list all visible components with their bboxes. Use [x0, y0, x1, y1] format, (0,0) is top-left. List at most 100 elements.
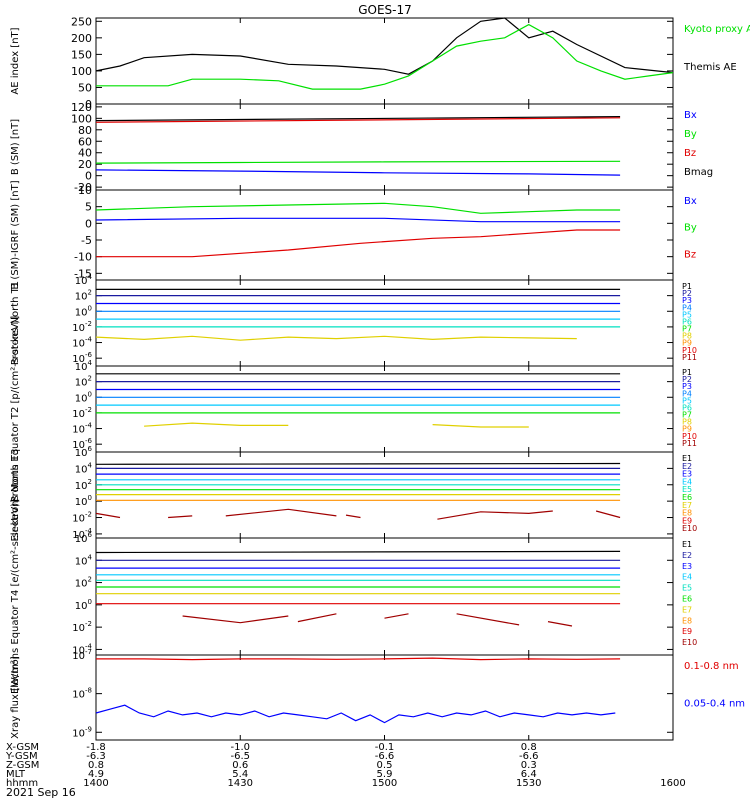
- y-tick-label: 100: [75, 304, 92, 318]
- legend-entry: P1: [682, 368, 692, 377]
- y-axis-label: Electrons Equator T4 [e/(cm²-s-sr-keV)]: [10, 499, 21, 694]
- y-tick-label: 100: [75, 494, 92, 508]
- panel-8: 10-7 10-8 10-9 Xray flux [W/m²] 0.1-0.8 nm 0.…: [10, 648, 745, 741]
- footer-value: 1530: [516, 778, 541, 789]
- y-tick-label: 104: [75, 553, 93, 567]
- y-tick-label: 10-2: [72, 511, 92, 525]
- panel-frame: [95, 537, 674, 656]
- series-0-1-0-8-nm: [96, 657, 621, 661]
- y-axis-label: B (SM) [nT]: [10, 119, 21, 175]
- legend-entry: P3: [682, 382, 692, 391]
- legend-entry: P7: [682, 325, 692, 334]
- y-tick-label: 102: [75, 375, 92, 389]
- footer-row-label: X-GSM: [6, 742, 39, 753]
- legend-entry: P8: [682, 418, 692, 427]
- y-axis-label: Xray flux [W/m²]: [10, 656, 21, 739]
- footer-value: 1400: [83, 778, 108, 789]
- footer-row-label: Y-GSM: [5, 751, 38, 762]
- footer-value: 6.4: [521, 769, 537, 780]
- series-themis-ae: [95, 17, 674, 75]
- y-tick-label: 10: [78, 184, 92, 197]
- y-tick-label: 100: [71, 65, 92, 78]
- series-by: [95, 160, 621, 164]
- y-axis-label: Electrons North T3: [10, 448, 21, 541]
- footer-value: 0.5: [377, 760, 393, 771]
- legend-entry: E9: [682, 516, 692, 525]
- series-p8: [432, 424, 529, 428]
- legend-entry: Bz: [684, 148, 696, 159]
- legend-entry: P5: [682, 310, 692, 319]
- legend-entry: P3: [682, 296, 692, 305]
- legend-entry: P9: [682, 425, 692, 434]
- panel-3: -15 -10 -5 0 5 10 B (SM)-IGRF (SM) [nT] Bx By Bz: [10, 180, 697, 289]
- legend-entry: P6: [682, 403, 692, 412]
- series-p8: [144, 422, 289, 427]
- panel-1: 0 50 100 150 200 250 AE index [nT] Kyoto proxy …: [10, 15, 750, 111]
- series-e1: [95, 462, 621, 465]
- y-tick-label: 150: [71, 48, 92, 61]
- y-tick-label: 104: [75, 461, 93, 475]
- footer-value: 0.8: [88, 760, 104, 771]
- legend-entry: P4: [682, 303, 692, 312]
- y-axis-label: B (SM)-IGRF (SM) [nT]: [10, 180, 21, 289]
- y-tick-label: 10-4: [72, 336, 92, 350]
- legend-entry: E7: [682, 501, 692, 510]
- legend-entry: By: [684, 129, 697, 140]
- y-axis-label: Protons North T1: [10, 281, 21, 365]
- y-tick-label: 200: [71, 32, 92, 45]
- series-e10: [345, 514, 361, 519]
- series-e10: [384, 613, 409, 619]
- panel-frame: [95, 654, 674, 741]
- y-tick-label: 106: [75, 445, 93, 459]
- series-bz: [96, 229, 621, 258]
- legend-entry: E1: [682, 454, 692, 463]
- y-tick-label: 10-2: [72, 406, 92, 420]
- footer-row-label: hhmm: [6, 778, 38, 789]
- series-bx: [95, 169, 621, 176]
- footer-value: -0.1: [375, 742, 395, 753]
- y-tick-label: 100: [75, 390, 92, 404]
- panel-frame: [95, 17, 674, 105]
- legend-entry: 0.1-0.8 nm: [684, 661, 739, 672]
- y-tick-label: 10-8: [72, 687, 92, 701]
- legend-entry: P7: [682, 411, 692, 420]
- series-e10: [595, 510, 621, 519]
- legend-entry: Bz: [684, 249, 696, 260]
- footer-value: -6.6: [375, 751, 395, 762]
- y-axis-label: Protons Equator T2 [p/(cm²-s-sr-keV)]: [10, 316, 21, 503]
- footer-value: 0.6: [232, 760, 248, 771]
- y-tick-label: 0: [85, 217, 92, 230]
- y-tick-label: -5: [81, 234, 92, 247]
- series-bx: [95, 217, 621, 223]
- y-tick-label: 120: [71, 101, 92, 114]
- y-tick-label: 102: [75, 478, 92, 492]
- y-tick-label: 80: [78, 124, 92, 137]
- y-tick-label: 10-4: [72, 422, 92, 436]
- legend-entry: E9: [682, 627, 692, 636]
- series-e10: [182, 615, 289, 624]
- legend-entry: P6: [682, 317, 692, 326]
- y-tick-label: 60: [78, 135, 92, 148]
- y-tick-label: 104: [75, 359, 93, 373]
- legend-entry: E5: [682, 584, 692, 593]
- footer-value: -6.6: [519, 751, 539, 762]
- legend-entry: E4: [682, 573, 692, 582]
- y-tick-label: 10-2: [72, 620, 92, 634]
- footer-value: 1500: [372, 778, 397, 789]
- footer-value: -1.8: [86, 742, 106, 753]
- legend-entry: E10: [682, 638, 697, 647]
- y-tick-label: 50: [78, 81, 92, 94]
- legend-entry: P8: [682, 332, 692, 341]
- y-tick-label: 100: [75, 598, 92, 612]
- y-tick-label: 106: [75, 531, 93, 545]
- series-e10: [547, 621, 573, 627]
- footer-value: -6.3: [86, 751, 106, 762]
- y-tick-label: -15: [74, 267, 92, 280]
- y-tick-label: 40: [78, 147, 92, 160]
- legend-entry: E3: [682, 562, 692, 571]
- legend-entry: E2: [682, 462, 692, 471]
- y-tick-label: 250: [71, 15, 92, 28]
- series-e10: [168, 515, 193, 519]
